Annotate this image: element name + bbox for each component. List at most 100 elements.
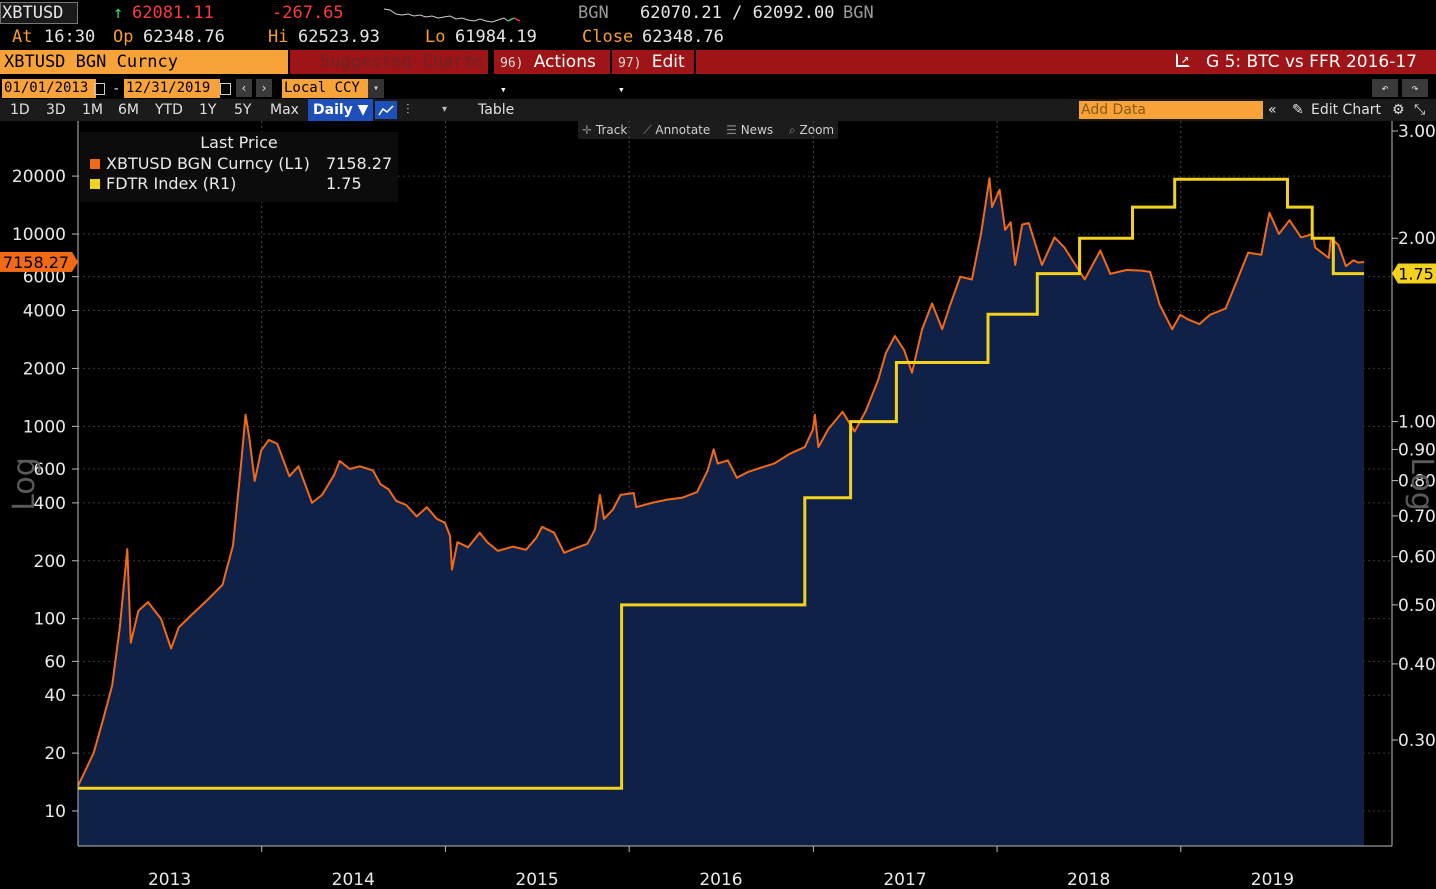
- legend-header: Last Price: [200, 133, 278, 152]
- news-icon: ☰: [726, 123, 737, 137]
- quote-line-1: XBTUSD ↑ 62081.11 -267.65 BGN 62070.21 /…: [0, 2, 1436, 24]
- open-value: 62348.76: [143, 27, 225, 47]
- frequency-label: Daily: [313, 102, 353, 118]
- period-5y[interactable]: 5Y: [234, 102, 252, 118]
- add-data-input[interactable]: Add Data: [1079, 101, 1263, 119]
- right-tick-label: 1.00: [1398, 413, 1436, 433]
- left-tick-label: 4000: [23, 302, 66, 322]
- next-period-button[interactable]: ›: [256, 79, 272, 97]
- high-value: 62523.93: [298, 27, 380, 47]
- period-1m[interactable]: 1M: [82, 102, 103, 118]
- right-tick-label: 0.60: [1398, 548, 1436, 568]
- left-tick-label: 2000: [23, 359, 66, 379]
- left-tick-label: 200: [34, 552, 66, 572]
- edit-chart-button[interactable]: Edit Chart: [1311, 102, 1382, 118]
- left-tick-label: 60: [44, 652, 66, 672]
- currency-select[interactable]: Local CCY: [282, 79, 370, 98]
- suggested-charts-label: Suggested Charts: [320, 52, 484, 72]
- start-date-input[interactable]: 01/01/2013: [2, 79, 96, 98]
- last-price-tag: [0, 251, 72, 272]
- date-range-row: 01/01/2013 - 12/31/2019 ‹ › Local CCY ▾ …: [0, 79, 1436, 99]
- resize-icon[interactable]: ⤡: [1414, 102, 1426, 118]
- left-tick-label: 1000: [23, 417, 66, 437]
- period-6m[interactable]: 6M: [118, 102, 139, 118]
- track-icon: ✛: [582, 123, 593, 137]
- end-date-input[interactable]: 12/31/2019: [124, 79, 220, 98]
- right-tick-label: 0.50: [1398, 596, 1436, 616]
- right-tick-label: 0.70: [1398, 507, 1436, 527]
- actions-menu[interactable]: 96) Actions ▾: [494, 50, 610, 96]
- at-time: 16:30: [44, 27, 96, 47]
- ticker-box[interactable]: [0, 2, 78, 24]
- chart-toolbar: 1D 3D 1M 6M YTD 1Y 5Y Max Daily ▼ ⫶ ▾ Ta…: [0, 99, 1436, 121]
- legend-value-btc: 7158.27: [326, 154, 393, 173]
- menu-bar: XBTUSD BGN Curncy Suggested Charts ▾ 96)…: [0, 50, 1436, 96]
- dropdown-icon[interactable]: ▾: [442, 104, 448, 115]
- period-3d[interactable]: 3D: [46, 102, 66, 118]
- low-label: Lo: [425, 27, 446, 47]
- dropdown-icon: ▼: [357, 102, 369, 118]
- legend-name-fed: FDTR Index (R1): [106, 174, 237, 193]
- collapse-icon[interactable]: «: [1268, 102, 1277, 118]
- left-tick-label: 6000: [23, 268, 66, 288]
- low-value: 61984.19: [455, 27, 537, 47]
- zoom-button[interactable]: Zoom: [799, 123, 835, 137]
- left-tick-label: 600: [34, 460, 66, 480]
- legend-item-btc: XBTUSD BGN Curncy (L1) 7158.27: [90, 154, 400, 174]
- legend[interactable]: Last Price XBTUSD BGN Curncy (L1) 7158.2…: [80, 132, 398, 202]
- back-button[interactable]: ↶: [1372, 79, 1398, 97]
- x-tick-label: 2013: [148, 870, 191, 889]
- left-tick-label: 20000: [12, 167, 66, 187]
- ticker: XBTUSD: [2, 3, 64, 23]
- settings-icon[interactable]: ⚙: [1392, 102, 1405, 118]
- right-tick-label: 3.00: [1398, 122, 1436, 142]
- calendar-icon[interactable]: [94, 83, 105, 95]
- sparkline-icon: [384, 8, 521, 23]
- date-separator: -: [112, 81, 121, 97]
- prev-period-button[interactable]: ‹: [236, 79, 252, 97]
- at-label: At: [12, 27, 33, 47]
- actions-number: 96): [500, 56, 524, 71]
- period-max[interactable]: Max: [270, 102, 299, 118]
- left-tick-label: 10000: [12, 225, 66, 245]
- last-rate-tag: [1392, 263, 1436, 284]
- period-1y[interactable]: 1Y: [199, 102, 217, 118]
- edit-number: 97): [618, 56, 642, 71]
- bar-chart-icon[interactable]: ⫶: [406, 102, 410, 118]
- annotate-icon: ⟋: [643, 123, 652, 137]
- line-chart-icon[interactable]: [375, 101, 397, 119]
- forward-button[interactable]: ↷: [1402, 79, 1428, 97]
- security-field[interactable]: XBTUSD BGN Curncy: [0, 50, 288, 74]
- bid-source: BGN: [578, 3, 609, 23]
- period-1d[interactable]: 1D: [10, 102, 30, 118]
- edit-menu[interactable]: 97) Edit ▾: [612, 50, 694, 96]
- dropdown-icon: ▾: [618, 83, 625, 96]
- axis-labels: 10 20 40 60 100 200 400 600 1000 2000 4000 6000 1000…: [0, 122, 1436, 889]
- suggested-charts-button[interactable]: Suggested Charts ▾: [290, 50, 488, 74]
- actions-label: Actions: [533, 52, 596, 72]
- right-tick-label: 0.80: [1398, 472, 1436, 492]
- right-tick-label: 0.40: [1398, 655, 1436, 675]
- quote-line-2: At 16:30 Op 62348.76 Hi 62523.93 Lo 6198…: [0, 26, 1436, 48]
- period-ytd[interactable]: YTD: [155, 102, 183, 118]
- btc-line: [77, 177, 1365, 787]
- price-chart[interactable]: 10 20 40 60 100 200 400 600 1000 2000 4000 6000 1000…: [0, 121, 1436, 889]
- frequency-select[interactable]: Daily ▼: [308, 99, 374, 121]
- right-tick-label: 0.30: [1398, 731, 1436, 751]
- track-button[interactable]: Track: [595, 123, 628, 137]
- news-button[interactable]: News: [740, 123, 774, 137]
- x-tick-label: 2015: [515, 870, 558, 889]
- last-price-tag-pointer: [72, 251, 78, 272]
- btc-area: [78, 178, 1364, 846]
- right-tick-label: 0.90: [1398, 440, 1436, 460]
- annotate-button[interactable]: Annotate: [655, 123, 711, 137]
- table-button[interactable]: Table: [478, 102, 515, 118]
- dropdown-icon: ▾: [470, 55, 477, 68]
- x-tick-label: 2014: [332, 870, 375, 889]
- chart-tools: ✛ Track ⟋ Annotate ☰ News ⌕ Zoom: [578, 121, 839, 139]
- dropdown-icon[interactable]: ▾: [368, 79, 384, 98]
- left-tick-label: 40: [44, 686, 66, 706]
- axes: [72, 121, 1398, 852]
- popout-icon[interactable]: [1176, 53, 1190, 67]
- calendar-icon[interactable]: [220, 83, 231, 95]
